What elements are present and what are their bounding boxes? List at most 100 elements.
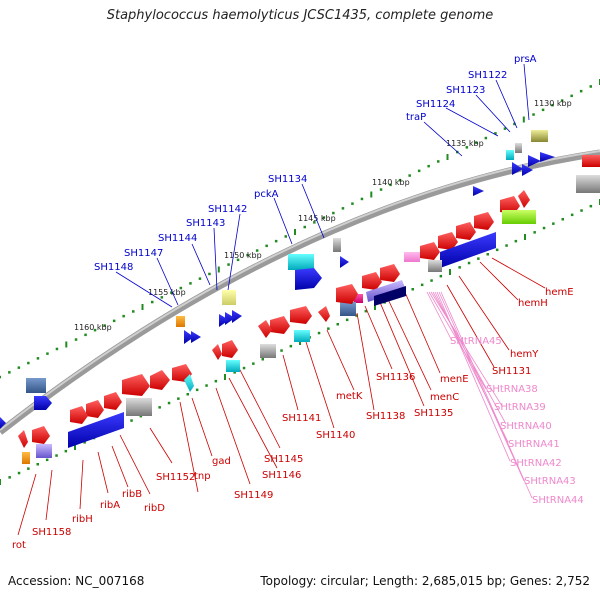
- minor-tick: [208, 272, 211, 276]
- gene-feature: [225, 312, 235, 325]
- gene-features: [0, 130, 600, 464]
- gene-label: SHtRNA41: [508, 439, 560, 450]
- minor-tick: [437, 160, 440, 163]
- gene-feature: [86, 400, 104, 418]
- gene-feature: [515, 143, 522, 153]
- minor-tick: [570, 94, 573, 98]
- minor-tick: [265, 244, 268, 248]
- gene-feature: [456, 222, 476, 240]
- minor-tick: [484, 136, 488, 140]
- minor-tick: [64, 449, 68, 453]
- topology-label: Topology: circular; Length: 2,685,015 bp…: [260, 574, 590, 588]
- gene-feature: [582, 155, 600, 167]
- gene-feature: [518, 190, 530, 208]
- gene-label: gad: [212, 456, 231, 467]
- map-title: Staphylococcus haemolyticus JCSC1435, co…: [106, 8, 494, 23]
- minor-tick: [439, 274, 443, 278]
- minor-tick: [533, 231, 536, 234]
- gene-label: SH1131: [492, 366, 531, 377]
- minor-tick: [27, 361, 30, 365]
- minor-tick: [252, 362, 255, 365]
- gene-label: pckA: [254, 189, 279, 200]
- major-tick: [524, 234, 526, 240]
- gene-feature: [500, 196, 520, 214]
- minor-tick: [355, 314, 358, 317]
- major-tick: [522, 116, 525, 123]
- leader-lines: [17, 63, 546, 536]
- minor-tick: [167, 401, 171, 405]
- minor-tick: [532, 113, 535, 116]
- minor-tick: [189, 282, 192, 285]
- gene-feature: [362, 272, 382, 290]
- gene-feature: [428, 260, 442, 272]
- gene-feature: [184, 330, 194, 344]
- gene-label: SH1152: [156, 472, 195, 483]
- minor-tick: [46, 352, 49, 355]
- minor-tick: [160, 296, 164, 299]
- gene-feature: [512, 162, 523, 175]
- gene-feature: [18, 430, 28, 448]
- major-tick: [0, 479, 1, 485]
- gene-label: SH1135: [414, 408, 453, 419]
- minor-tick: [327, 327, 330, 330]
- gene-feature: [294, 330, 310, 342]
- gene-feature: [290, 306, 312, 324]
- gene-feature: [184, 374, 194, 392]
- minor-tick: [84, 333, 87, 337]
- minor-tick: [560, 99, 564, 102]
- gene-feature: [440, 232, 496, 268]
- minor-tick: [341, 207, 345, 210]
- minor-tick: [55, 347, 59, 351]
- minor-tick: [322, 216, 326, 219]
- minor-tick: [27, 467, 30, 470]
- gene-feature: [26, 378, 46, 393]
- major-tick: [217, 266, 220, 273]
- gene-feature: [36, 444, 52, 458]
- minor-tick: [411, 288, 414, 291]
- minor-tick: [541, 108, 545, 112]
- minor-tick: [17, 366, 21, 369]
- gene-feature: [522, 164, 533, 176]
- minor-tick: [467, 261, 471, 265]
- minor-tick: [74, 338, 78, 341]
- minor-tick: [589, 85, 592, 88]
- gene-feature: [258, 320, 272, 338]
- gene-feature: [122, 374, 150, 396]
- gene-feature: [474, 212, 494, 230]
- minor-tick: [103, 324, 106, 327]
- gene-feature: [68, 412, 124, 448]
- minor-tick: [36, 463, 39, 466]
- major-tick: [446, 154, 449, 160]
- gene-feature: [191, 331, 201, 343]
- minor-tick: [289, 344, 293, 348]
- minor-tick: [551, 103, 554, 107]
- gene-label: ribA: [100, 500, 120, 511]
- minor-tick: [513, 122, 516, 126]
- gene-feature: [502, 210, 536, 224]
- minor-tick: [579, 89, 583, 93]
- minor-tick: [430, 279, 433, 282]
- gene-feature: [232, 310, 242, 323]
- kbp-label-1140: 1140 kbp: [372, 178, 410, 187]
- gene-feature: [150, 370, 170, 390]
- minor-tick: [45, 458, 49, 462]
- gene-label: hemE: [545, 287, 574, 298]
- minor-tick: [336, 323, 339, 326]
- gene-label: SH1144: [158, 233, 197, 244]
- gene-label: SH1148: [94, 262, 133, 273]
- minor-tick: [494, 132, 497, 135]
- minor-tick: [332, 211, 335, 215]
- minor-tick: [274, 239, 278, 243]
- minor-tick: [0, 375, 1, 379]
- minor-tick: [398, 178, 402, 182]
- minor-tick: [233, 371, 236, 374]
- minor-tick: [589, 204, 593, 208]
- minor-tick: [475, 141, 478, 144]
- gene-feature: [260, 344, 276, 358]
- major-tick: [224, 374, 226, 380]
- minor-tick: [364, 309, 368, 313]
- minor-tick: [313, 221, 316, 224]
- major-tick: [370, 191, 373, 198]
- gene-feature: [176, 316, 185, 327]
